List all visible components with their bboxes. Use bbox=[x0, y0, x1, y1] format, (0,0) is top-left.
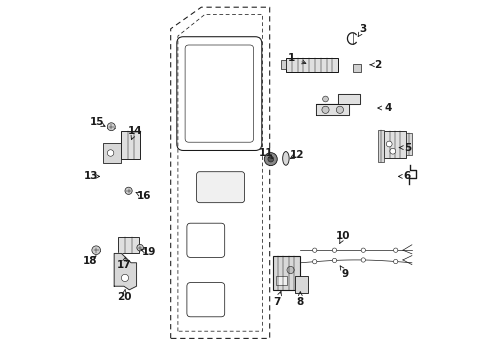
Text: 12: 12 bbox=[289, 150, 304, 160]
Circle shape bbox=[393, 248, 397, 252]
FancyBboxPatch shape bbox=[121, 131, 140, 159]
Circle shape bbox=[264, 153, 277, 166]
Circle shape bbox=[107, 123, 115, 131]
Circle shape bbox=[312, 260, 316, 264]
Circle shape bbox=[361, 258, 365, 262]
FancyBboxPatch shape bbox=[103, 143, 121, 163]
Circle shape bbox=[137, 244, 143, 251]
Circle shape bbox=[322, 96, 328, 102]
FancyBboxPatch shape bbox=[280, 60, 285, 69]
Text: 17: 17 bbox=[116, 260, 131, 270]
FancyBboxPatch shape bbox=[352, 64, 360, 72]
Circle shape bbox=[386, 141, 391, 147]
Circle shape bbox=[312, 248, 316, 252]
Text: 8: 8 bbox=[296, 297, 304, 307]
Polygon shape bbox=[114, 253, 136, 290]
Text: 20: 20 bbox=[117, 292, 131, 302]
Circle shape bbox=[107, 150, 114, 156]
Text: 7: 7 bbox=[273, 297, 280, 307]
Polygon shape bbox=[316, 94, 359, 104]
Text: 18: 18 bbox=[82, 256, 97, 266]
FancyBboxPatch shape bbox=[377, 130, 384, 162]
Text: 5: 5 bbox=[404, 143, 411, 153]
FancyBboxPatch shape bbox=[384, 131, 405, 158]
Polygon shape bbox=[316, 104, 348, 115]
Circle shape bbox=[361, 248, 365, 252]
Text: 16: 16 bbox=[136, 191, 151, 201]
Circle shape bbox=[286, 266, 294, 274]
Circle shape bbox=[121, 274, 128, 282]
Text: 1: 1 bbox=[287, 53, 294, 63]
Text: 15: 15 bbox=[89, 117, 104, 127]
FancyBboxPatch shape bbox=[285, 58, 337, 72]
Circle shape bbox=[336, 106, 343, 113]
Text: 6: 6 bbox=[402, 171, 409, 181]
Circle shape bbox=[125, 187, 132, 194]
Text: 11: 11 bbox=[258, 148, 273, 158]
Text: 9: 9 bbox=[341, 269, 348, 279]
FancyBboxPatch shape bbox=[118, 237, 139, 253]
Text: 13: 13 bbox=[84, 171, 99, 181]
Text: 4: 4 bbox=[384, 103, 391, 113]
FancyBboxPatch shape bbox=[405, 133, 411, 155]
Circle shape bbox=[389, 148, 395, 154]
FancyBboxPatch shape bbox=[196, 172, 244, 203]
Circle shape bbox=[92, 246, 101, 255]
Circle shape bbox=[332, 248, 336, 252]
Text: 14: 14 bbox=[127, 126, 142, 136]
Text: 2: 2 bbox=[373, 60, 381, 70]
FancyBboxPatch shape bbox=[272, 256, 299, 290]
Circle shape bbox=[393, 259, 397, 264]
FancyBboxPatch shape bbox=[294, 276, 307, 293]
Text: 10: 10 bbox=[336, 231, 350, 241]
Circle shape bbox=[332, 258, 336, 262]
Text: 19: 19 bbox=[142, 247, 156, 257]
Text: 3: 3 bbox=[359, 24, 366, 34]
Circle shape bbox=[321, 106, 328, 113]
FancyBboxPatch shape bbox=[276, 276, 286, 285]
Circle shape bbox=[267, 156, 273, 162]
Ellipse shape bbox=[282, 152, 288, 165]
